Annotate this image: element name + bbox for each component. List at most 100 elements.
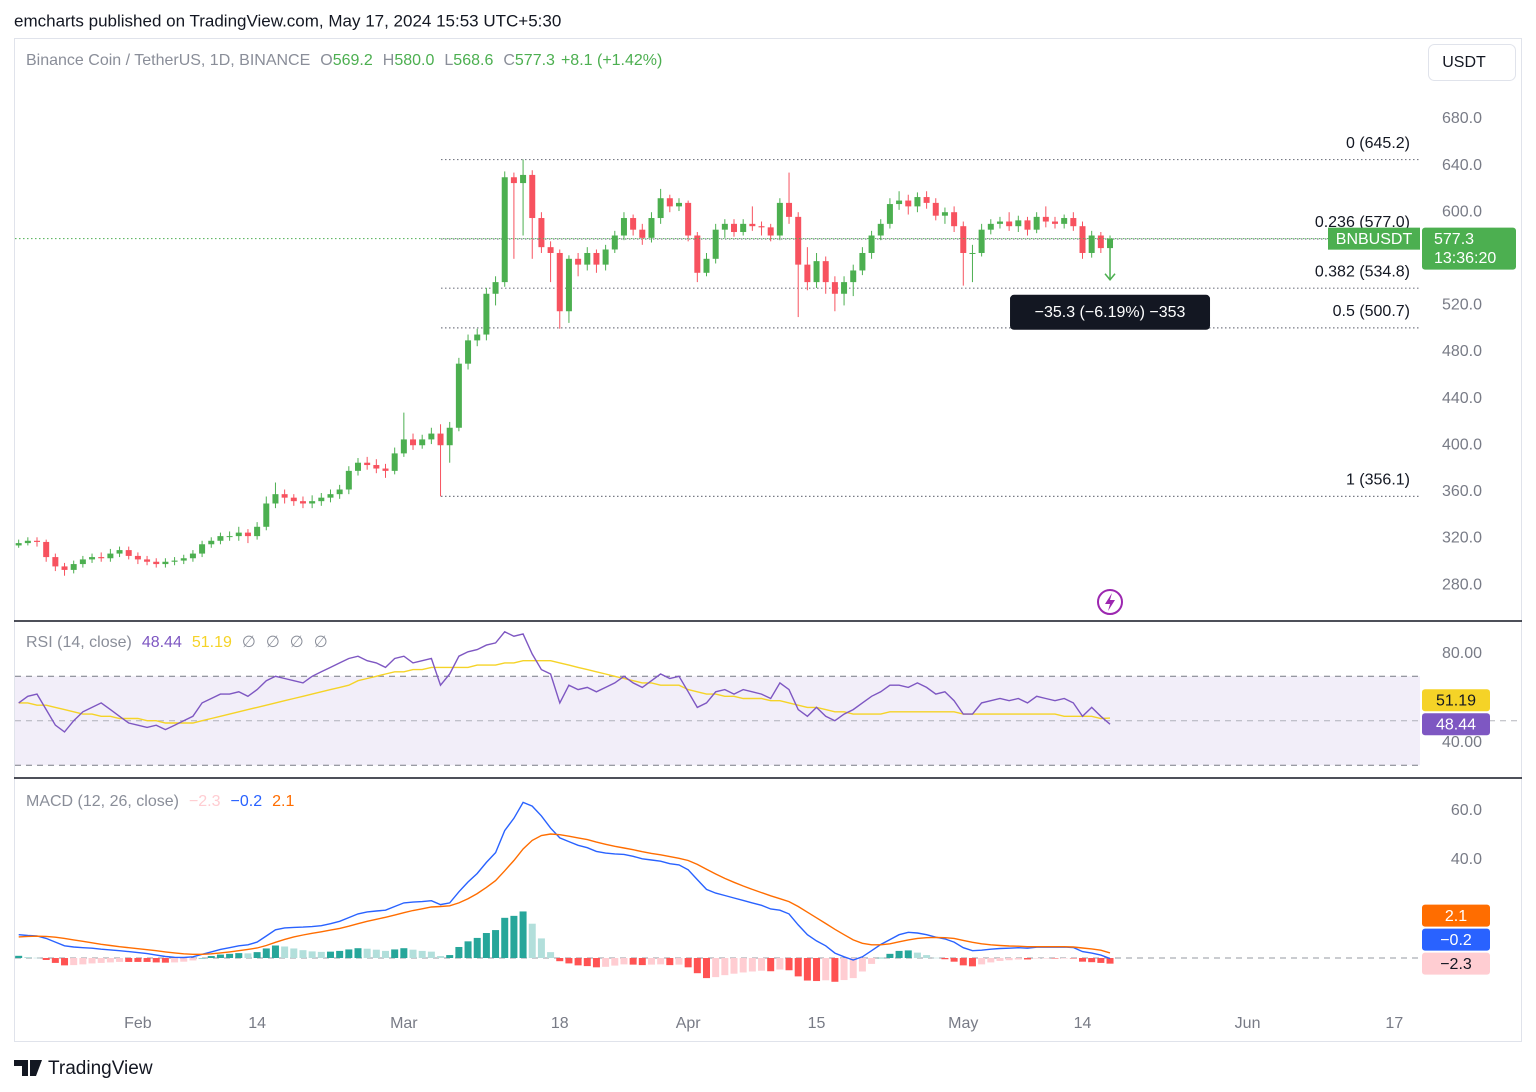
alert-circle[interactable] (1097, 589, 1123, 615)
legend-title: RSI (14, close) (26, 634, 132, 651)
histogram-bar (803, 958, 811, 981)
candle-body (336, 489, 343, 495)
candle-body (675, 202, 682, 207)
histogram-bar (308, 951, 316, 959)
histogram-bar (822, 958, 830, 981)
candle-body (465, 340, 472, 364)
histogram-bar (482, 933, 490, 959)
histogram-bar (70, 958, 78, 966)
histogram-bar (437, 956, 445, 959)
histogram-bar (611, 958, 619, 966)
currency-button-label[interactable]: USDT (1442, 54, 1486, 71)
legend-extra: ∅ (242, 634, 256, 651)
legend: Binance Coin / TetherUS, 1D, BINANCE O569… (26, 52, 662, 69)
candle-body (978, 229, 985, 253)
indicator-line (18, 660, 1111, 724)
histogram-bar (345, 949, 353, 959)
candle-body (52, 557, 59, 567)
candle-body (180, 558, 187, 561)
histogram-bar (299, 950, 307, 959)
candle-body (162, 561, 169, 565)
candle-body (235, 532, 242, 537)
histogram-bar (15, 955, 23, 959)
legend-change: +8.1 (+1.42%) (561, 52, 662, 69)
x-tick-label: Jun (1235, 1015, 1261, 1032)
histogram-bar (97, 958, 105, 963)
brand-mark[interactable] (14, 1060, 42, 1076)
histogram-bar (767, 958, 775, 972)
y-tick-label: 640.0 (1442, 157, 1482, 174)
histogram-bar (290, 948, 298, 959)
histogram-bar (748, 958, 756, 972)
candle-body (410, 439, 417, 446)
price-badge-label: 48.44 (1436, 716, 1476, 733)
candle-body (254, 526, 261, 537)
candle-body (107, 553, 114, 559)
histogram-bar (1088, 958, 1096, 963)
candle-body (868, 235, 875, 253)
histogram-bar (959, 958, 967, 966)
x-tick-label: Apr (676, 1015, 702, 1032)
candle-body (373, 465, 380, 469)
candle-body (272, 494, 279, 504)
y-tick-label: 440.0 (1442, 390, 1482, 407)
x-tick-label: 15 (808, 1015, 826, 1032)
candle-body (749, 223, 756, 227)
fib-level-label: 0 (645.2) (1346, 135, 1410, 152)
candle-body (932, 202, 939, 216)
histogram-bar (1069, 958, 1077, 959)
histogram-bar (978, 958, 986, 965)
histogram-bar (207, 956, 215, 959)
symbol-badge (1328, 227, 1420, 250)
histogram-bar (813, 958, 821, 982)
histogram-bar (574, 958, 582, 966)
candle-body (630, 218, 637, 230)
fib-level-label: 0.382 (534.8) (1315, 263, 1410, 280)
histogram-bar (391, 949, 399, 959)
candle-body (400, 439, 407, 454)
histogram-bar (125, 958, 133, 962)
candle-body (822, 261, 829, 283)
candle-body (886, 204, 893, 224)
y-tick-label: 40.00 (1442, 734, 1482, 751)
y-tick-label: 520.0 (1442, 297, 1482, 314)
legend-key: H (383, 52, 395, 69)
candle-body (134, 555, 141, 560)
histogram-bar (620, 958, 628, 965)
histogram-bar (253, 952, 261, 959)
histogram-bar (583, 958, 591, 967)
candle-body (694, 235, 701, 273)
histogram-bar (501, 917, 509, 959)
alert-icon[interactable] (1097, 589, 1123, 615)
y-tick-label: 480.0 (1442, 343, 1482, 360)
candle-body (850, 270, 857, 283)
legend: MACD (12, 26, close) −2.3 −0.2 2.1 (26, 793, 294, 810)
histogram-bar (1033, 958, 1041, 959)
candle-body (501, 177, 508, 283)
candle-body (61, 566, 68, 570)
brand-name[interactable]: TradingView (48, 1058, 153, 1079)
histogram-bar (712, 958, 720, 978)
histogram-bar (904, 950, 912, 959)
candle-body (905, 200, 912, 207)
candle-body (611, 235, 618, 250)
brand-logo[interactable]: TradingView (14, 1058, 153, 1079)
histogram-bar (831, 958, 839, 982)
histogram-bar (968, 958, 976, 967)
candle-body (584, 252, 591, 265)
candle-body (1061, 218, 1068, 224)
currency-button[interactable] (1428, 44, 1516, 81)
histogram-bar (684, 958, 692, 968)
alert-bolt[interactable] (1105, 593, 1115, 611)
candle-body (43, 541, 50, 558)
candle-body (767, 227, 774, 236)
legend-value: 51.19 (192, 634, 232, 651)
legend-key: C (503, 52, 515, 69)
legend: RSI (14, close) 48.44 51.19 ∅ ∅ ∅ ∅ (26, 634, 328, 651)
histogram-bar (336, 950, 344, 959)
histogram-bar (858, 958, 866, 972)
candle-body (996, 221, 1003, 224)
histogram-bar (868, 958, 876, 964)
x-tick-label: 14 (1074, 1015, 1092, 1032)
